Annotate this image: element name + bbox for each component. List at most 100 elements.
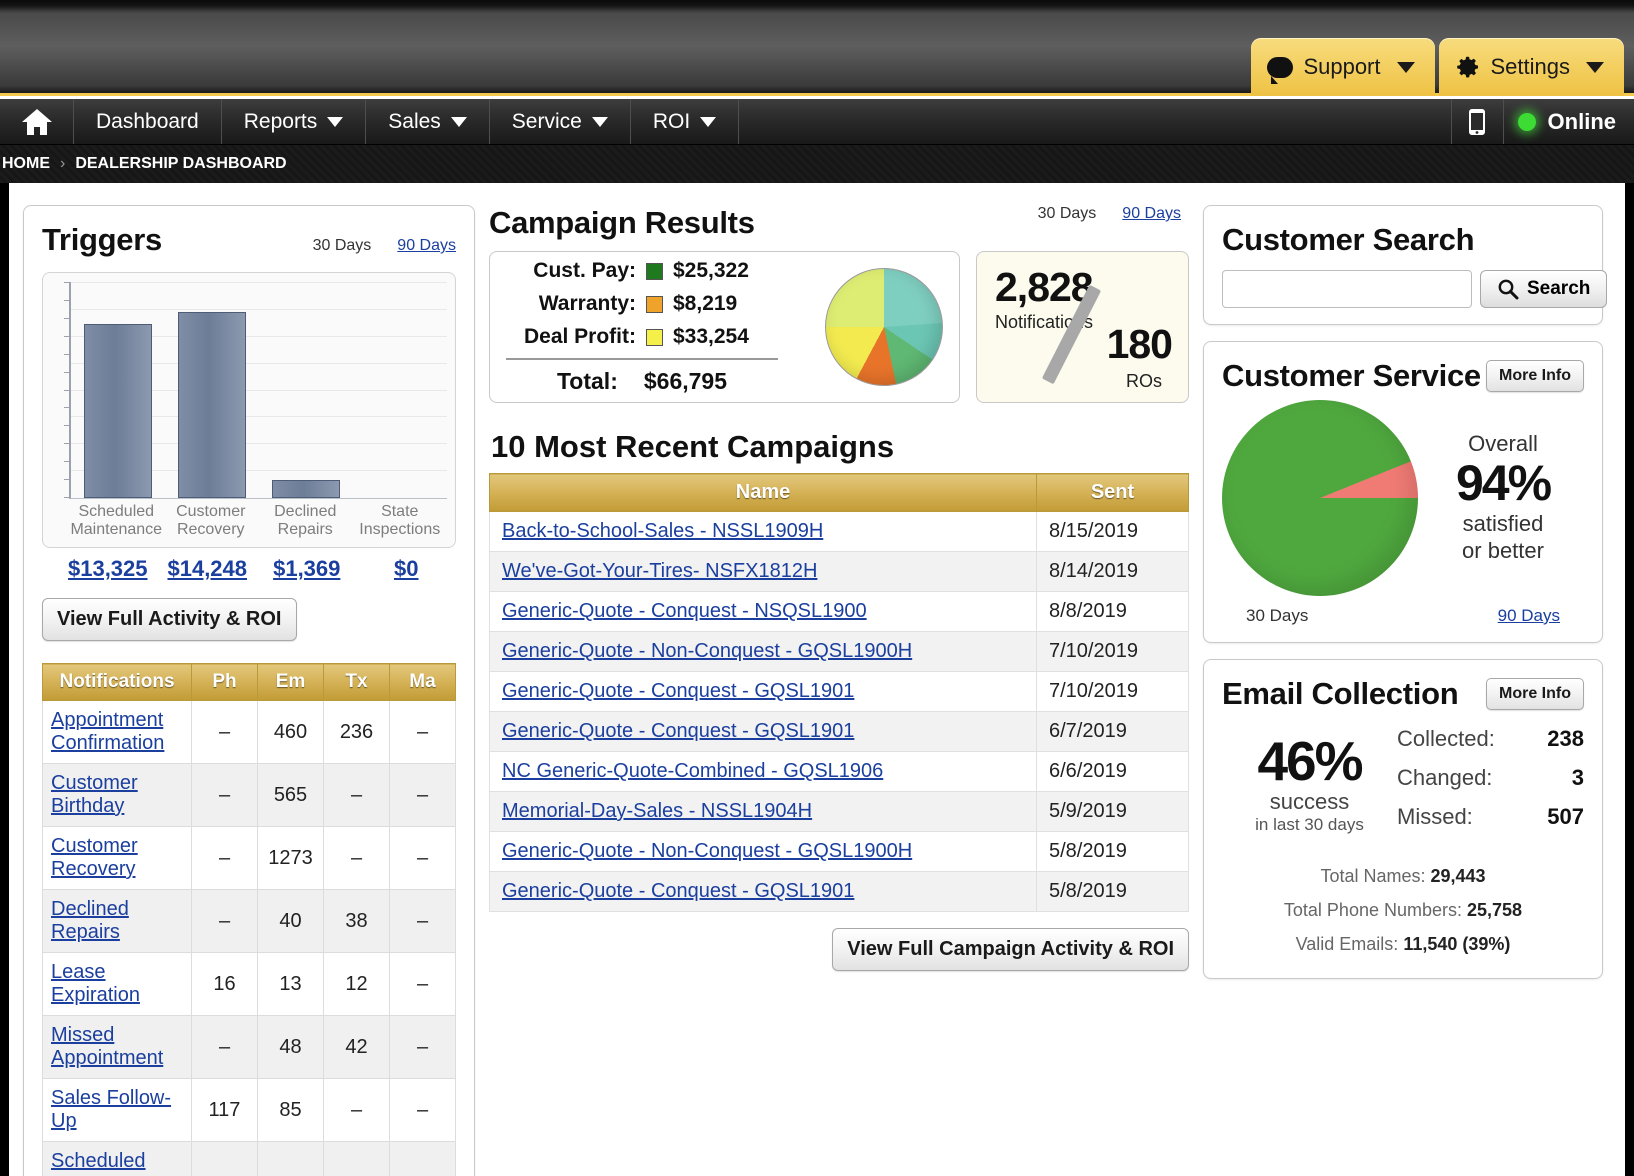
column-header-em[interactable]: Em	[257, 663, 324, 701]
notification-ma-cell: –	[389, 700, 456, 764]
bar-slot	[259, 283, 353, 498]
gridline	[71, 282, 447, 283]
axis-tick	[64, 299, 71, 301]
trigger-amount-link[interactable]: $14,248	[167, 556, 248, 581]
campaign-name-cell: Generic-Quote - Non-Conquest - GQSL1900H	[489, 631, 1037, 672]
stat-value: 3	[1571, 765, 1584, 790]
nav-home-button[interactable]	[0, 99, 74, 144]
middle-column: Campaign Results 30 Days 90 Days Cust. P…	[489, 205, 1189, 1176]
bar-chart-plot-area	[64, 282, 447, 499]
settings-tab[interactable]: Settings	[1438, 38, 1624, 96]
campaign-sent-cell: 6/7/2019	[1036, 711, 1189, 752]
campaign-link[interactable]: Generic-Quote - Non-Conquest - GQSL1900H	[502, 640, 913, 662]
range-90-days[interactable]: 90 Days	[1122, 205, 1181, 222]
range-90-days[interactable]: 90 Days	[397, 237, 456, 254]
campaign-link[interactable]: Generic-Quote - Conquest - NSQSL1900	[502, 600, 867, 622]
notification-ph-cell: 117	[191, 1078, 258, 1142]
notification-link[interactable]: Customer Birthday	[51, 772, 138, 817]
campaign-sent-cell: 8/15/2019	[1036, 511, 1189, 552]
table-row: Missed Appointment –48 42–	[42, 1015, 456, 1079]
view-full-activity-roi-button[interactable]: View Full Activity & ROI	[42, 598, 297, 641]
axis-tick	[64, 497, 71, 498]
search-input[interactable]	[1222, 270, 1472, 308]
notifications-count: 2,828	[995, 264, 1094, 310]
chevron-down-icon	[1396, 61, 1415, 73]
nav-item-sales[interactable]: Sales	[366, 99, 490, 144]
notification-link[interactable]: Appointment Confirmation	[51, 709, 165, 754]
search-button[interactable]: Search	[1480, 270, 1608, 308]
support-tab[interactable]: Support	[1251, 38, 1435, 96]
nav-item-reports[interactable]: Reports	[222, 99, 367, 144]
satisfied-line-2: or better	[1462, 538, 1544, 564]
notification-ma-cell: –	[389, 1078, 456, 1142]
campaign-link[interactable]: NC Generic-Quote-Combined - GQSL1906	[502, 760, 884, 782]
bar[interactable]	[272, 480, 340, 498]
x-axis-label: Scheduled Maintenance	[70, 503, 163, 539]
range-30-days[interactable]: 30 Days	[1037, 205, 1097, 222]
nav-right-group: Online	[1450, 99, 1634, 144]
email-collection-more-info-button[interactable]: More Info	[1486, 678, 1584, 710]
column-header-ma[interactable]: Ma	[389, 663, 456, 701]
stat-value: 507	[1547, 804, 1584, 829]
axis-tick	[64, 282, 71, 283]
online-status: Online	[1502, 99, 1634, 144]
triggers-header: Triggers 30 Days 90 Days	[42, 222, 456, 258]
campaign-link[interactable]: Generic-Quote - Conquest - GQSL1901	[502, 880, 855, 902]
recent-campaigns-table: Name Sent Back-to-School-Sales - NSSL190…	[489, 473, 1189, 912]
campaign-link[interactable]: Memorial-Day-Sales - NSSL1904H	[502, 800, 813, 822]
campaign-breakdown-item: Deal Profit: $33,254	[506, 325, 778, 349]
nav-item-roi[interactable]: ROI	[631, 99, 740, 144]
table-row: Generic-Quote - Conquest - GQSL1901 5/8/2…	[489, 871, 1189, 912]
bar-slot	[71, 283, 165, 498]
email-success-percent: 46%	[1257, 730, 1363, 792]
color-swatch-icon	[646, 328, 663, 346]
nav-item-label: ROI	[652, 109, 691, 133]
bar-slot	[165, 283, 259, 498]
total-value: 25,758	[1467, 900, 1523, 921]
notification-link[interactable]: Scheduled	[51, 1150, 146, 1172]
bar[interactable]	[178, 312, 246, 498]
total-value: 29,443	[1430, 866, 1486, 886]
bar[interactable]	[84, 324, 152, 498]
email-stats-list: Collected: 238 Changed: 3 Missed: 507	[1397, 726, 1584, 843]
notification-em-cell: 40	[257, 889, 324, 953]
column-header-name[interactable]: Name	[489, 473, 1037, 512]
range-30-days[interactable]: 30 Days	[312, 237, 372, 254]
trigger-amount-link[interactable]: $1,369	[273, 556, 341, 581]
mobile-device-button[interactable]	[1450, 99, 1503, 144]
notification-link[interactable]: Lease Expiration	[51, 961, 140, 1006]
table-row: Customer Recovery –1273– –	[42, 826, 456, 890]
breadcrumb-home[interactable]: HOME	[2, 155, 50, 172]
column-header-sent[interactable]: Sent	[1036, 473, 1189, 512]
campaign-results-title: Campaign Results	[489, 205, 755, 240]
campaign-link[interactable]: Generic-Quote - Non-Conquest - GQSL1900H	[502, 840, 913, 862]
notification-link[interactable]: Declined Repairs	[51, 898, 129, 943]
range-90-days[interactable]: 90 Days	[1497, 606, 1560, 625]
gridline	[71, 335, 447, 337]
notification-name-cell: Declined Repairs	[42, 889, 192, 953]
axis-tick	[64, 371, 71, 373]
campaign-link[interactable]: We've-Got-Your-Tires- NSFX1812H	[502, 560, 818, 582]
column-header-tx[interactable]: Tx	[323, 663, 390, 701]
gear-icon	[1455, 54, 1481, 80]
notification-link[interactable]: Sales Follow-Up	[51, 1087, 172, 1132]
range-30-days[interactable]: 30 Days	[1246, 606, 1309, 625]
notification-link[interactable]: Missed Appointment	[51, 1024, 164, 1069]
nav-item-dashboard[interactable]: Dashboard	[74, 99, 222, 144]
column-header-ph[interactable]: Ph	[191, 663, 258, 701]
campaign-breakdown-list: Cust. Pay: $25,322 Warranty: $8,219 Deal…	[506, 259, 778, 395]
table-row: Appointment Confirmation –460 236–	[42, 700, 456, 764]
view-full-campaign-activity-roi-button[interactable]: View Full Campaign Activity & ROI	[832, 928, 1189, 971]
campaign-link[interactable]: Back-to-School-Sales - NSSL1909H	[502, 520, 824, 542]
campaign-link[interactable]: Generic-Quote - Conquest - GQSL1901	[502, 720, 855, 742]
email-total-item: Total Phone Numbers: 25,758	[1222, 893, 1584, 927]
trigger-amount-link[interactable]: $13,325	[67, 556, 148, 581]
table-row: Generic-Quote - Conquest - GQSL1901 6/7/2…	[489, 711, 1189, 752]
axis-tick	[64, 353, 71, 355]
notification-link[interactable]: Customer Recovery	[51, 835, 138, 880]
trigger-amount-link[interactable]: $0	[394, 556, 419, 581]
customer-service-more-info-button[interactable]: More Info	[1486, 360, 1584, 392]
nav-item-service[interactable]: Service	[490, 99, 631, 144]
campaign-link[interactable]: Generic-Quote - Conquest - GQSL1901	[502, 680, 855, 702]
column-header-notifications[interactable]: Notifications	[42, 663, 192, 701]
